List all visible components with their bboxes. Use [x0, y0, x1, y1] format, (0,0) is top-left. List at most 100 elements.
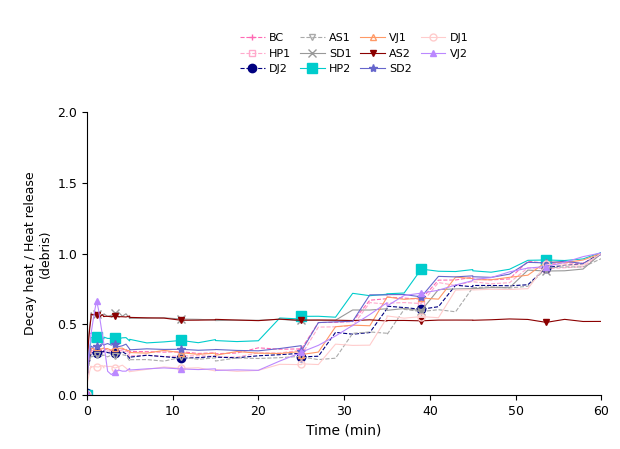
SD1 [298, 318, 305, 324]
HP2 [524, 258, 531, 263]
AS2 [87, 312, 95, 317]
AS2 [332, 317, 339, 323]
AS1 [118, 352, 126, 357]
Y-axis label: Decay heat / Heat release
(debris): Decay heat / Heat release (debris) [24, 172, 51, 335]
AS2 [298, 317, 305, 323]
Legend: BC, HP1, DJ2, AS1, SD1, HP2, VJ1, AS2, SD2, DJ1, VJ2: BC, HP1, DJ2, AS1, SD1, HP2, VJ1, AS2, S… [240, 33, 469, 74]
HP1 [87, 351, 95, 356]
AS1 [177, 355, 185, 360]
BC [298, 346, 305, 352]
VJ2 [87, 330, 95, 336]
BC [314, 320, 322, 325]
SD2 [87, 343, 95, 349]
VJ1 [298, 349, 305, 354]
HP2 [177, 338, 185, 343]
HP1 [314, 325, 322, 330]
Line: SD2: SD2 [82, 250, 606, 399]
SD1 [83, 392, 91, 397]
Line: SD1: SD1 [82, 249, 606, 399]
Line: DJ1: DJ1 [83, 250, 605, 397]
VJ2 [524, 265, 531, 271]
DJ1 [177, 365, 185, 371]
SD2 [118, 343, 126, 348]
SD1 [87, 312, 95, 317]
VJ2 [83, 391, 91, 396]
SD1 [314, 317, 322, 323]
Line: AS2: AS2 [83, 311, 605, 399]
HP1 [598, 251, 605, 257]
Line: DJ2: DJ2 [82, 249, 606, 397]
BC [83, 391, 91, 396]
VJ2 [177, 366, 185, 372]
HP2 [314, 313, 322, 319]
VJ2 [314, 343, 322, 348]
VJ2 [118, 369, 126, 374]
BC [87, 346, 95, 352]
VJ1 [83, 391, 91, 396]
BC [598, 251, 605, 257]
VJ1 [118, 345, 126, 351]
SD1 [177, 317, 185, 322]
Line: VJ1: VJ1 [83, 250, 605, 396]
AS1 [83, 392, 91, 398]
BC [524, 259, 531, 264]
HP2 [298, 316, 305, 321]
SD2 [298, 343, 305, 348]
DJ2 [118, 349, 126, 354]
HP2 [598, 250, 605, 255]
VJ1 [177, 350, 185, 356]
AS1 [598, 256, 605, 261]
AS2 [598, 319, 605, 324]
AS2 [87, 315, 95, 320]
DJ2 [87, 350, 95, 356]
DJ1 [314, 362, 322, 367]
DJ2 [314, 353, 322, 359]
SD2 [177, 347, 185, 352]
Line: AS1: AS1 [83, 255, 605, 399]
SD2 [598, 251, 605, 257]
AS1 [524, 284, 531, 289]
VJ1 [314, 349, 322, 355]
Line: HP2: HP2 [82, 247, 606, 400]
VJ2 [298, 350, 305, 355]
BC [177, 349, 185, 354]
HP1 [83, 392, 91, 398]
DJ2 [83, 390, 91, 396]
HP1 [118, 349, 126, 355]
AS2 [83, 392, 91, 398]
Line: VJ2: VJ2 [83, 250, 605, 396]
SD1 [524, 268, 531, 273]
AS1 [314, 357, 322, 362]
DJ1 [118, 362, 126, 368]
DJ2 [177, 356, 185, 361]
HP2 [87, 339, 95, 344]
DJ2 [524, 282, 531, 287]
SD2 [83, 392, 91, 398]
HP2 [118, 335, 126, 340]
VJ1 [524, 273, 531, 278]
SD1 [598, 251, 605, 256]
SD2 [314, 320, 322, 326]
AS1 [87, 353, 95, 359]
HP1 [298, 348, 305, 353]
AS1 [298, 354, 305, 359]
DJ1 [598, 251, 605, 256]
HP1 [524, 265, 531, 270]
SD2 [524, 260, 531, 265]
AS2 [122, 314, 130, 320]
VJ2 [598, 250, 605, 255]
X-axis label: Time (min): Time (min) [306, 423, 382, 437]
AS2 [195, 317, 202, 323]
HP2 [83, 392, 91, 398]
SD1 [118, 313, 126, 319]
DJ1 [83, 391, 91, 396]
DJ1 [87, 363, 95, 369]
Line: HP1: HP1 [83, 251, 605, 399]
DJ1 [298, 362, 305, 367]
DJ2 [598, 250, 605, 255]
BC [118, 347, 126, 352]
VJ1 [87, 347, 95, 352]
HP1 [177, 353, 185, 359]
Line: BC: BC [83, 251, 605, 397]
DJ2 [298, 351, 305, 356]
